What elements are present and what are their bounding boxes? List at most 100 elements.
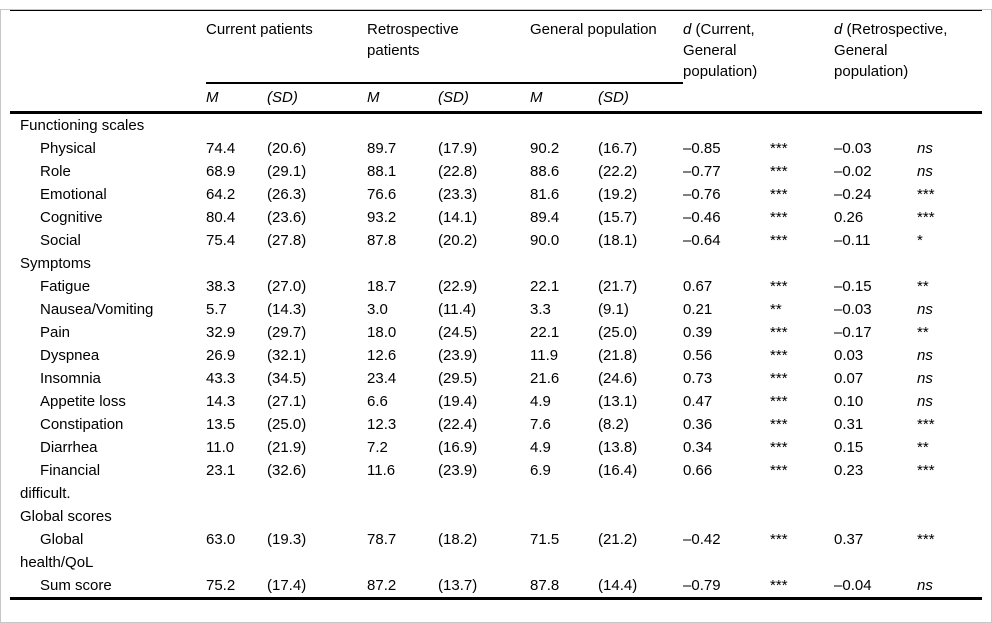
row-label-cell: Fatigue <box>10 275 206 298</box>
retrospective-sd-header: (SD) <box>438 83 531 114</box>
row-label-cell: Social <box>10 229 206 252</box>
cell-d-retrospective-sig: ns <box>917 576 933 594</box>
cell-d-retrospective-sig: ns <box>917 346 933 364</box>
cell-d-current-sig: *** <box>770 415 788 433</box>
cell-d-retrospective-sig: ns <box>917 300 933 318</box>
cell-d-retrospective: 0.10 <box>834 392 864 410</box>
cell-general-sd: (19.2) <box>598 185 638 203</box>
cell-general-mean: 88.6 <box>530 162 560 180</box>
cell-retrospective-mean: 12.3 <box>367 415 397 433</box>
cell-d-current-sig: *** <box>770 461 788 479</box>
cell-general-sd: (22.2) <box>598 162 638 180</box>
cell-general-sd: (21.7) <box>598 277 638 295</box>
cell-current-mean: 74.4 <box>206 139 236 157</box>
cell-retrospective-mean: 88.1 <box>367 162 397 180</box>
cell-d-retrospective: –0.17 <box>834 323 872 341</box>
cell-retrospective-sd: (24.5) <box>438 323 478 341</box>
cell-d-current: 0.47 <box>683 392 713 410</box>
cell-d-retrospective-sig: *** <box>917 185 935 203</box>
cell-d-retrospective-sig: *** <box>917 415 935 433</box>
cell-current-mean: 11.0 <box>206 438 235 456</box>
cell-d-retrospective: –0.03 <box>834 139 872 157</box>
cell-general-sd: (8.2) <box>598 415 629 433</box>
cell-general-sd: (25.0) <box>598 323 638 341</box>
cell-d-retrospective: 0.03 <box>834 346 864 364</box>
section-title: Symptoms <box>20 254 91 272</box>
cell-d-current: 0.34 <box>683 438 713 456</box>
cell-current-sd: (19.3) <box>267 530 307 548</box>
row-label: Social <box>40 231 81 249</box>
cell-current-mean: 80.4 <box>206 208 236 226</box>
row-label: Insomnia <box>40 369 101 387</box>
cell-d-current-sig: *** <box>770 208 788 226</box>
cell-general-sd: (9.1) <box>598 300 629 318</box>
table-row: Fatigue 38.3 (27.0) 18.7 (22.9) 22.1 (21… <box>10 275 982 298</box>
cell-general-mean: 22.1 <box>530 323 560 341</box>
table-row: Global health/QoL 63.0 (19.3) 78.7 (18.2)… <box>10 528 982 574</box>
table-row: Financial difficult. 23.1 (32.6) 11.6 (23… <box>10 459 982 505</box>
cell-d-current: –0.64 <box>683 231 721 249</box>
cell-retrospective-mean: 7.2 <box>367 438 388 456</box>
empty-header-cell <box>917 83 983 114</box>
row-label-cell: Insomnia <box>10 367 206 390</box>
cell-general-mean: 90.2 <box>530 139 560 157</box>
d-symbol: d <box>834 21 843 38</box>
cell-current-sd: (25.0) <box>267 415 307 433</box>
cell-retrospective-mean: 11.6 <box>367 461 396 479</box>
cell-d-current-sig: *** <box>770 346 788 364</box>
cell-current-mean: 63.0 <box>206 530 236 548</box>
cell-d-retrospective-sig: ** <box>917 277 929 295</box>
row-label-cell: Cognitive <box>10 206 206 229</box>
row-label-cell: Global health/QoL <box>10 528 206 574</box>
row-label-cell: Sum score <box>10 574 206 599</box>
section-title-cell: Functioning scales <box>10 112 982 137</box>
measure-header-row: M (SD) M (SD) M (SD) <box>10 83 983 114</box>
cell-current-sd: (34.5) <box>267 369 307 387</box>
col-group-current-patients: Current patients <box>206 10 368 84</box>
cell-d-retrospective: –0.11 <box>834 231 871 249</box>
cell-retrospective-mean: 87.2 <box>367 576 397 594</box>
cell-general-mean: 87.8 <box>530 576 560 594</box>
row-label: Diarrhea <box>40 438 98 456</box>
cell-retrospective-sd: (23.3) <box>438 185 478 203</box>
cell-retrospective-sd: (29.5) <box>438 369 478 387</box>
cell-d-current: 0.73 <box>683 369 713 387</box>
section-title-cell: Global scores <box>10 505 982 528</box>
cell-d-retrospective-sig: *** <box>917 530 935 548</box>
cell-retrospective-sd: (19.4) <box>438 392 478 410</box>
empty-header-cell <box>683 83 771 114</box>
cell-d-retrospective-sig: ** <box>917 438 929 456</box>
cell-retrospective-mean: 89.7 <box>367 139 397 157</box>
cell-current-sd: (17.4) <box>267 576 307 594</box>
cell-d-current-sig: *** <box>770 530 788 548</box>
table-row: Physical 74.4 (20.6) 89.7 (17.9) 90.2 (1… <box>10 137 982 160</box>
col-group-retrospective-patients: Retrospective patients <box>367 10 531 84</box>
cell-d-retrospective-sig: ns <box>917 392 933 410</box>
cell-d-current: –0.46 <box>683 208 721 226</box>
norms-table: Current patients Retrospective patients … <box>10 9 983 600</box>
cell-d-retrospective: 0.07 <box>834 369 864 387</box>
row-label: Physical <box>40 139 96 157</box>
cell-general-sd: (21.2) <box>598 530 638 548</box>
col-group-general-population: General population <box>530 10 684 84</box>
empty-header-cell <box>770 83 835 114</box>
section-header-row: Global scores <box>10 505 982 528</box>
row-label: Cognitive <box>40 208 103 226</box>
section-title: Functioning scales <box>20 116 145 134</box>
row-label-cell: Constipation <box>10 413 206 436</box>
row-label-cell: Pain <box>10 321 206 344</box>
label-column-spacer <box>10 10 206 83</box>
cell-general-mean: 3.3 <box>530 300 551 318</box>
cell-retrospective-mean: 93.2 <box>367 208 397 226</box>
cell-retrospective-mean: 6.6 <box>367 392 388 410</box>
cell-d-retrospective: 0.26 <box>834 208 864 226</box>
row-label: Appetite loss <box>40 392 126 410</box>
row-label-wrap: health/QoL <box>20 553 94 571</box>
cell-general-mean: 7.6 <box>530 415 551 433</box>
cell-current-sd: (27.8) <box>267 231 307 249</box>
cell-current-mean: 5.7 <box>206 300 227 318</box>
section-title-cell: Symptoms <box>10 252 982 275</box>
cell-current-sd: (26.3) <box>267 185 307 203</box>
cell-retrospective-sd: (20.2) <box>438 231 478 249</box>
cell-current-mean: 14.3 <box>206 392 236 410</box>
